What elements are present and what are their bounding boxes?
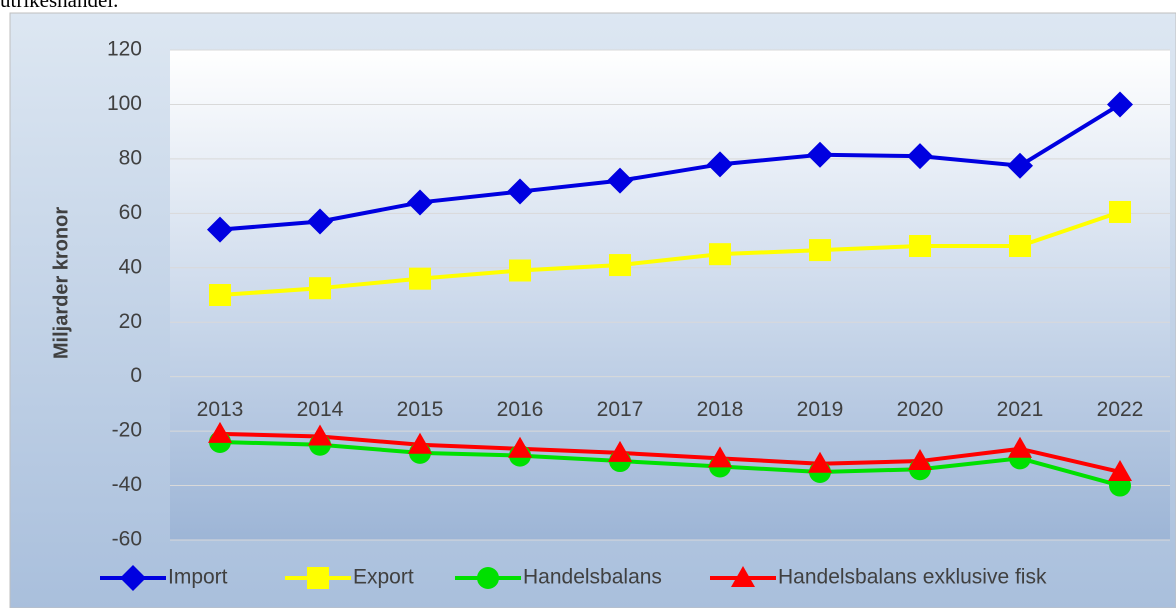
marker [909,235,931,257]
marker [908,449,932,471]
legend-label: Import [168,566,228,589]
marker [807,141,833,168]
x-tick-label: 2016 [497,398,544,421]
x-tick-label: 2014 [297,398,344,421]
y-axis-label: Miljarder kronor [50,207,72,359]
marker [808,451,832,473]
marker [809,239,831,262]
marker [1108,459,1132,481]
marker [607,167,633,194]
x-tick-label: 2020 [897,398,944,421]
x-tick-label: 2021 [997,398,1044,421]
legend-label: Handelsbalans [523,566,662,589]
y-tick-label: 80 [119,146,142,169]
x-tick-label: 2022 [1097,398,1144,421]
y-tick-label: 20 [119,310,142,333]
x-tick-label: 2015 [397,398,444,421]
series-line [219,102,1122,232]
x-tick-label: 2018 [697,398,744,421]
caption: utrikeshandel. [0,0,118,12]
marker [507,178,533,205]
y-tick-label: 60 [119,201,142,224]
marker [308,424,332,446]
legend-marker [307,567,329,589]
marker [309,277,331,300]
series-line [219,210,1121,297]
marker [307,208,333,235]
legend-marker [120,565,146,591]
marker [209,284,231,306]
marker [207,216,233,243]
x-tick-label: 2017 [597,398,644,421]
legend-marker [731,566,755,587]
marker [1109,200,1131,223]
y-tick-label: 100 [107,92,142,115]
legend-marker [477,567,499,589]
marker [707,151,733,178]
marker [407,189,433,216]
x-tick-label: 2013 [197,398,244,421]
legend-label: Export [353,566,414,589]
marker [1107,91,1133,118]
x-tick-label: 2019 [797,398,844,421]
y-tick-label: 0 [130,364,142,387]
legend-label: Handelsbalans exklusive fisk [778,566,1047,589]
marker [1007,152,1033,179]
marker [509,259,531,282]
series-line [219,431,1121,474]
series-line [219,440,1121,488]
marker [907,143,933,170]
marker [408,432,432,454]
y-tick-label: 120 [107,38,142,61]
marker [208,421,232,443]
marker [709,243,731,266]
marker [608,440,632,462]
y-tick-label: 40 [119,255,142,278]
marker [1009,235,1031,257]
marker [708,446,732,468]
y-tick-label: -40 [112,473,142,496]
y-tick-label: -20 [112,419,142,442]
y-tick-label: -60 [112,528,142,551]
marker [409,267,431,290]
marker [508,436,532,458]
marker [1008,436,1032,458]
marker [609,254,631,277]
